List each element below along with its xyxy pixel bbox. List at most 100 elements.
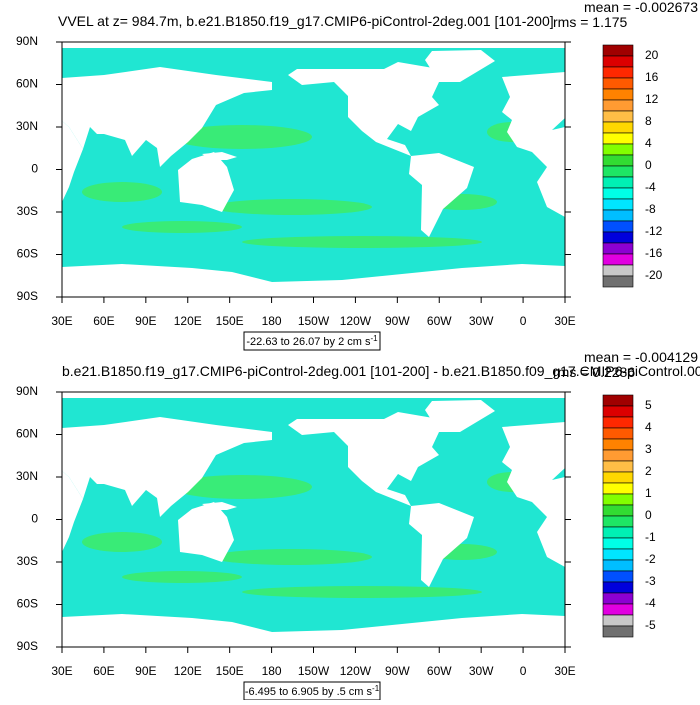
lat-label: 30N (16, 119, 38, 133)
lon-label: 30E (51, 664, 72, 678)
colorbar-label: -4 (645, 596, 656, 610)
colorbar-label: 3 (645, 442, 652, 456)
colorbar-box (602, 264, 634, 277)
colorbar-label: -20 (645, 268, 663, 282)
colorbar-box (602, 88, 634, 101)
range-label: -22.63 to 26.07 by 2 cm s-1 (246, 334, 378, 348)
range-exp: -1 (372, 684, 380, 693)
map-field (62, 42, 565, 297)
lon-label: 30W (469, 664, 494, 678)
lat-label: 30S (17, 204, 38, 218)
colorbar-box (602, 625, 634, 638)
lat-label: 60N (16, 77, 38, 91)
colorbar-box (602, 427, 634, 440)
colorbar-box (602, 405, 634, 418)
lon-label: 90E (135, 664, 156, 678)
colorbar-box (602, 99, 634, 112)
colorbar-box (602, 253, 634, 266)
colorbar-box (602, 220, 634, 233)
lon-label: 120W (340, 314, 372, 328)
lat-label: 90N (16, 384, 38, 398)
colorbar-box (602, 77, 634, 90)
lat-label: 0 (31, 512, 38, 526)
lon-label: 90E (135, 314, 156, 328)
colorbar-box (602, 165, 634, 178)
lat-label: 90S (17, 289, 38, 303)
lon-label: 120E (174, 314, 202, 328)
colorbar-box (602, 548, 634, 561)
colorbar-box (602, 416, 634, 429)
colorbar-label: 12 (645, 92, 659, 106)
lat-label: 60S (17, 597, 38, 611)
lat-label: 90N (16, 34, 38, 48)
lon-label: 150E (216, 314, 244, 328)
colorbar-box (602, 242, 634, 255)
colorbar-label: -2 (645, 552, 656, 566)
lon-label: 180 (262, 664, 282, 678)
colorbar-box (602, 438, 634, 451)
lon-label: 150W (298, 314, 330, 328)
colorbar-label: -3 (645, 574, 656, 588)
colorbar-box (602, 493, 634, 506)
colorbar-label: 0 (645, 508, 652, 522)
colorbar-box (602, 471, 634, 484)
lon-label: 60E (93, 314, 114, 328)
lon-label: 120E (174, 664, 202, 678)
lon-label: 150E (216, 664, 244, 678)
colorbar-label: -16 (645, 246, 663, 260)
mean-stat: mean = -0.002673 (584, 0, 698, 15)
lon-label: 60W (427, 314, 452, 328)
colorbar-label: -12 (645, 224, 663, 238)
range-box (243, 331, 381, 351)
lon-label: 0 (520, 314, 527, 328)
colorbar-box (602, 66, 634, 79)
lat-label: 60N (16, 427, 38, 441)
lon-label: 180 (262, 314, 282, 328)
lat-label: 30S (17, 554, 38, 568)
colorbar-box (602, 231, 634, 244)
lon-label: 30E (51, 314, 72, 328)
colorbar-box (602, 614, 634, 627)
colorbar-box (602, 110, 634, 123)
range-exp: -1 (371, 334, 379, 343)
lon-label: 90W (385, 314, 410, 328)
colorbar-box (602, 581, 634, 594)
colorbar-box (602, 592, 634, 605)
range-label: -6.495 to 6.905 by .5 cm s-1 (245, 684, 380, 698)
colorbar-label: 4 (645, 420, 652, 434)
colorbar-box (602, 526, 634, 539)
colorbar-label: 0 (645, 158, 652, 172)
lon-label: 60W (427, 664, 452, 678)
colorbar-label: -4 (645, 180, 656, 194)
colorbar-box (602, 121, 634, 134)
lat-label: 60S (17, 247, 38, 261)
lon-label: 120W (340, 664, 372, 678)
colorbar-box (602, 187, 634, 200)
colorbar-label: -5 (645, 618, 656, 632)
rms-stat: rms = 0.2286 (553, 364, 635, 380)
colorbar-label: 1 (645, 486, 652, 500)
colorbar-box (602, 559, 634, 572)
lon-label: 30E (554, 664, 575, 678)
colorbar-box (602, 55, 634, 68)
lat-label: 0 (31, 162, 38, 176)
colorbar-box (602, 132, 634, 145)
lon-label: 90W (385, 664, 410, 678)
colorbar-box (602, 275, 634, 288)
colorbar-label: -8 (645, 202, 656, 216)
colorbar-box (602, 482, 634, 495)
colorbar-label: 20 (645, 48, 659, 62)
colorbar-box (602, 449, 634, 462)
colorbar-box (602, 603, 634, 616)
range-text: -22.63 to 26.07 by 2 cm s (246, 336, 371, 348)
plot-title: VVEL at z= 984.7m, b.e21.B1850.f19_g17.C… (58, 13, 554, 29)
colorbar-box (602, 537, 634, 550)
colorbar-label: 5 (645, 398, 652, 412)
mean-stat: mean = -0.004129 (584, 349, 698, 365)
plot-title: b.e21.B1850.f19_g17.CMIP6-piControl-2deg… (62, 363, 700, 379)
lon-label: 30W (469, 314, 494, 328)
colorbar-box (602, 460, 634, 473)
lat-label: 90S (17, 639, 38, 653)
colorbar-box (602, 570, 634, 583)
